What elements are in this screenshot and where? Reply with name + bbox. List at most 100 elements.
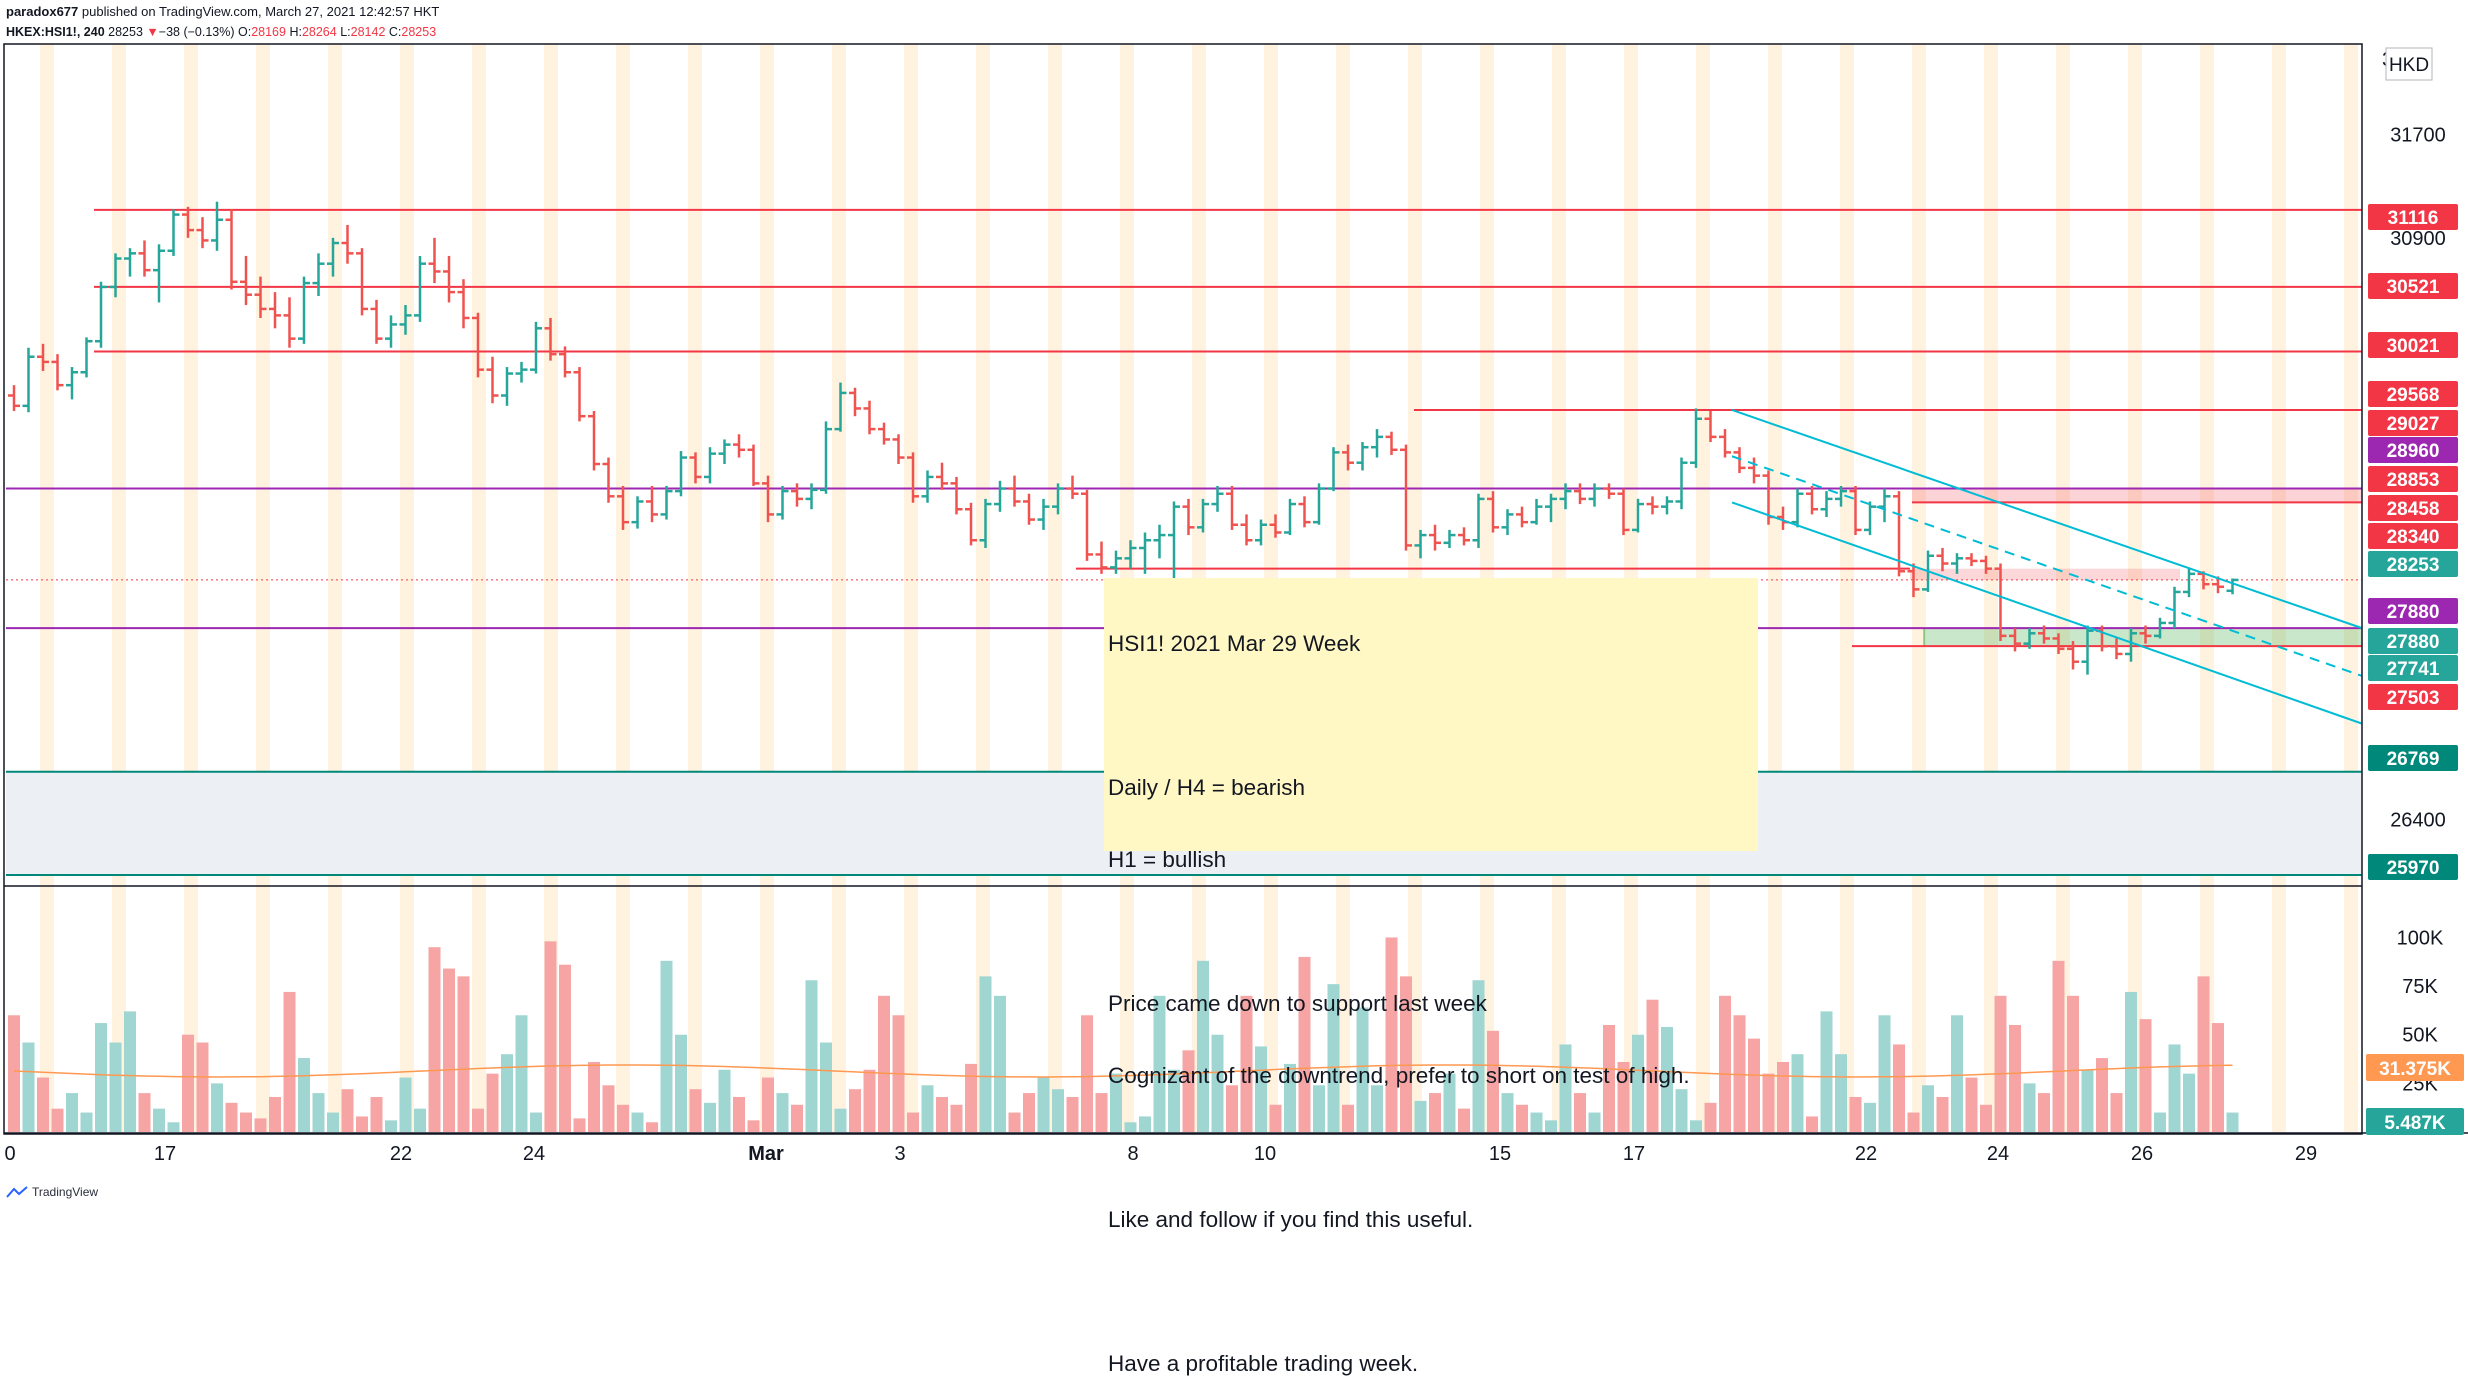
ohlc-bar[interactable] [950, 476, 963, 515]
ohlc-bar[interactable] [1095, 541, 1108, 574]
ohlc-bar[interactable] [1878, 488, 1891, 523]
ohlc-bar[interactable] [385, 315, 397, 348]
ohlc-bar[interactable] [1023, 493, 1035, 525]
ohlc-bar[interactable] [979, 498, 992, 548]
ohlc-bar[interactable] [80, 337, 93, 378]
ohlc-bar[interactable] [776, 485, 789, 520]
ohlc-bar[interactable] [1951, 553, 1963, 574]
publisher-name[interactable]: paradox677 [6, 4, 79, 19]
ohlc-bar[interactable] [863, 400, 876, 435]
ohlc-bar[interactable] [1458, 527, 1470, 546]
channel-lower-line[interactable] [1731, 501, 2363, 725]
ohlc-bar[interactable] [602, 457, 615, 503]
ohlc-bar[interactable] [1501, 509, 1514, 536]
ohlc-bar[interactable] [167, 209, 180, 256]
ohlc-bar[interactable] [2009, 628, 2021, 652]
ohlc-bar[interactable] [1516, 506, 1528, 528]
symbol-label[interactable]: HKEX:HSI1!, 240 [6, 25, 105, 39]
ohlc-bar[interactable] [95, 281, 107, 348]
ohlc-bar[interactable] [269, 292, 281, 329]
ohlc-bar[interactable] [704, 447, 716, 484]
ohlc-bar[interactable] [2183, 568, 2195, 598]
ohlc-bar[interactable] [791, 483, 803, 507]
ohlc-bar[interactable] [588, 411, 600, 471]
ohlc-bar[interactable] [182, 206, 194, 238]
ohlc-bar[interactable] [1994, 563, 2007, 642]
ohlc-bar[interactable] [1284, 498, 1296, 536]
ohlc-bar[interactable] [443, 255, 455, 303]
ohlc-bar[interactable] [1356, 442, 1369, 471]
ohlc-bar[interactable] [631, 496, 644, 529]
ohlc-bar[interactable] [312, 253, 325, 296]
ohlc-bar[interactable] [2067, 641, 2079, 670]
ohlc-bar[interactable] [1690, 408, 1702, 468]
ohlc-bar[interactable] [530, 321, 542, 374]
ohlc-bar[interactable] [994, 480, 1006, 512]
ohlc-bar[interactable] [921, 470, 934, 503]
ohlc-bar[interactable] [1052, 483, 1064, 515]
ohlc-bar[interactable] [22, 347, 35, 413]
ohlc-bar[interactable] [1806, 485, 1818, 515]
ohlc-bar[interactable] [1211, 485, 1224, 512]
ohlc-bar[interactable] [109, 253, 122, 298]
ohlc-bar[interactable] [1733, 447, 1746, 474]
ohlc-bar[interactable] [1965, 553, 1978, 567]
ohlc-bar[interactable] [414, 255, 426, 322]
ohlc-bar[interactable] [2038, 625, 2050, 644]
ohlc-bar[interactable] [1864, 501, 1876, 536]
ohlc-bar[interactable] [1298, 496, 1311, 528]
ohlc-bar[interactable] [399, 305, 412, 335]
ohlc-bar[interactable] [2125, 628, 2137, 662]
ohlc-bar[interactable] [878, 422, 890, 445]
ohlc-bar[interactable] [1443, 529, 1456, 548]
ohlc-bar[interactable] [849, 387, 861, 417]
ohlc-bar[interactable] [1182, 498, 1195, 536]
ohlc-bar[interactable] [1226, 485, 1238, 530]
ohlc-bar[interactable] [8, 385, 20, 412]
ohlc-bar[interactable] [1588, 483, 1601, 507]
ohlc-bar[interactable] [1255, 519, 1267, 546]
ohlc-bar[interactable] [1110, 550, 1122, 574]
ohlc-bar[interactable] [196, 217, 209, 249]
ohlc-bar[interactable] [1980, 555, 1992, 574]
channel-upper-line[interactable] [1731, 409, 2363, 630]
ohlc-bar[interactable] [1269, 514, 1282, 538]
ohlc-bar[interactable] [1748, 457, 1760, 484]
ohlc-bar[interactable] [153, 244, 165, 303]
resistance-zone[interactable] [1910, 568, 2180, 580]
ohlc-bar[interactable] [675, 451, 687, 497]
ohlc-bar[interactable] [37, 343, 49, 371]
ohlc-bar[interactable] [965, 502, 977, 546]
ohlc-bar[interactable] [805, 483, 818, 510]
ohlc-bar[interactable] [1240, 514, 1253, 546]
ohlc-bar[interactable] [1835, 485, 1847, 507]
ohlc-bar[interactable] [907, 452, 919, 503]
ohlc-bar[interactable] [544, 317, 557, 361]
ohlc-bar[interactable] [486, 356, 499, 404]
ohlc-bar[interactable] [1791, 488, 1804, 528]
ohlc-bar[interactable] [1342, 444, 1354, 471]
ohlc-bar[interactable] [1153, 524, 1166, 559]
ohlc-bar[interactable] [762, 475, 774, 523]
ohlc-bar[interactable] [51, 354, 64, 391]
ohlc-bar[interactable] [820, 421, 832, 494]
ohlc-bar[interactable] [936, 462, 948, 490]
ohlc-bar[interactable] [1820, 491, 1833, 517]
idea-note[interactable]: HSI1! 2021 Mar 29 Week Daily / H4 = bear… [1104, 578, 1758, 1376]
ohlc-bar[interactable] [1675, 457, 1688, 510]
ohlc-bar[interactable] [1603, 483, 1615, 499]
ohlc-bar[interactable] [1066, 475, 1079, 499]
ohlc-bar[interactable] [515, 361, 528, 383]
ohlc-bar[interactable] [2168, 586, 2181, 629]
ohlc-bar[interactable] [1907, 563, 1920, 598]
ohlc-bar[interactable] [718, 439, 731, 464]
demand-zone[interactable] [1923, 627, 2363, 647]
ohlc-bar[interactable] [124, 248, 136, 277]
ohlc-bar[interactable] [573, 367, 586, 422]
resistance-zone[interactable] [1912, 488, 2362, 503]
ohlc-bar[interactable] [1574, 483, 1586, 505]
tradingview-logo[interactable]: TradingView [6, 1185, 98, 1199]
ohlc-bar[interactable] [66, 367, 78, 400]
ohlc-bar[interactable] [327, 237, 339, 277]
ohlc-bar[interactable] [2081, 625, 2094, 675]
